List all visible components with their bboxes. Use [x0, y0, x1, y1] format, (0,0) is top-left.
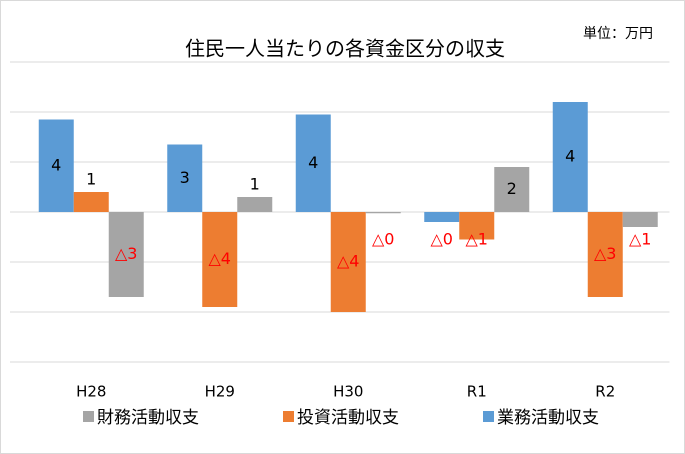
legend-label: 業務活動収支 [497, 408, 599, 428]
bar [459, 212, 495, 240]
bar [330, 212, 366, 312]
bar [622, 212, 658, 227]
bar [237, 197, 273, 212]
data-label: 4 [51, 155, 61, 174]
data-label: △3 [115, 244, 137, 263]
data-label: △1 [466, 230, 488, 249]
x-tick-label: H29 [205, 383, 235, 401]
bar [365, 212, 401, 214]
x-tick-label: H30 [333, 383, 363, 401]
legend-label: 財務活動収支 [97, 408, 199, 428]
bar [38, 119, 74, 212]
legend-swatch [483, 411, 494, 422]
bar [202, 212, 238, 307]
data-label: 1 [250, 175, 260, 194]
data-label: △3 [594, 244, 616, 263]
bar [295, 114, 331, 212]
x-tick-label: R1 [467, 383, 487, 401]
bar [167, 144, 203, 212]
x-tick-label: H28 [76, 383, 106, 401]
data-label: △4 [209, 249, 231, 268]
legend-label: 投資活動収支 [297, 408, 399, 428]
bar [73, 192, 109, 212]
data-label: △0 [372, 230, 394, 249]
bar [587, 212, 623, 297]
data-label: 1 [86, 170, 96, 189]
data-label: △1 [629, 230, 651, 249]
data-label: 3 [180, 168, 190, 187]
bar [552, 102, 588, 212]
bar [494, 167, 530, 212]
data-label: △0 [431, 230, 453, 249]
bar [424, 212, 460, 222]
data-label: △4 [337, 252, 359, 271]
data-label: 2 [507, 179, 517, 198]
legend-swatch [283, 411, 294, 422]
data-label: 4 [565, 147, 575, 166]
chart-title: 住民一人当たりの各資金区分の収支 [185, 37, 505, 61]
bar [108, 212, 144, 297]
x-tick-label: R2 [595, 383, 615, 401]
data-label: 4 [308, 153, 318, 172]
legend-swatch [83, 411, 94, 422]
unit-label: 単位：万円 [583, 26, 653, 42]
